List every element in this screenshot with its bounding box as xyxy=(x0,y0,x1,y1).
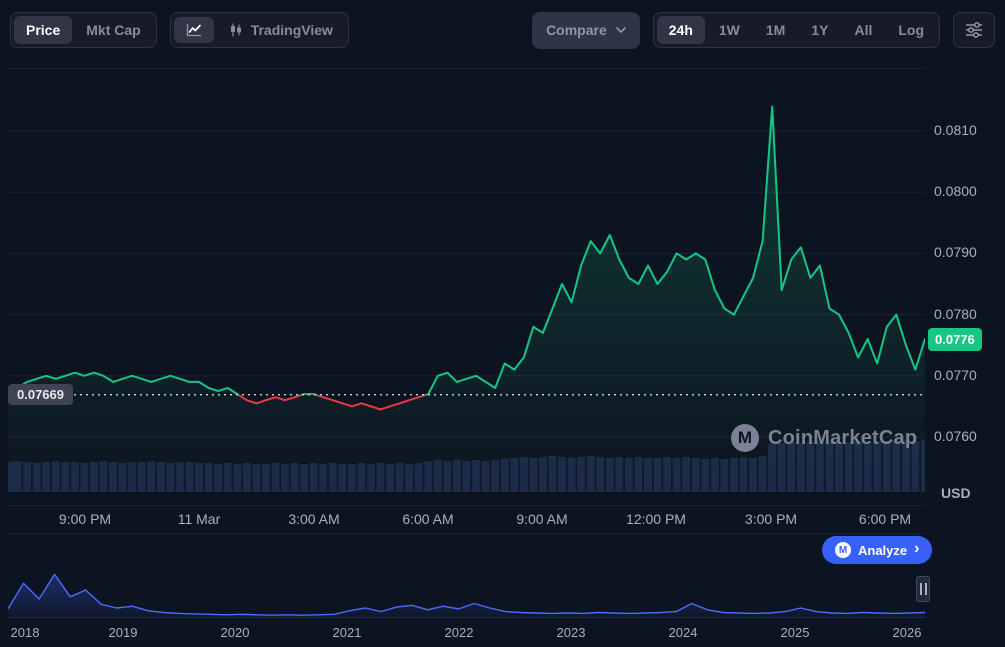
timeframe-1y[interactable]: 1Y xyxy=(799,16,840,45)
year-label: 2025 xyxy=(780,625,810,640)
tradingview-label: TradingView xyxy=(250,21,333,38)
mktcap-tab[interactable]: Mkt Cap xyxy=(74,16,152,45)
compare-button[interactable]: Compare xyxy=(532,11,640,49)
analyze-label: Analyze xyxy=(858,542,908,558)
coinmarketcap-logo-icon: M xyxy=(731,424,759,452)
candlestick-icon xyxy=(228,22,244,38)
y-axis-label: 0.0780 xyxy=(934,306,977,322)
y-axis-label: 0.0810 xyxy=(934,122,977,138)
x-axis-label: 9:00 PM xyxy=(58,511,112,527)
analyze-button[interactable]: M Analyze › xyxy=(822,536,933,564)
analyze-logo-icon: M xyxy=(835,542,851,558)
line-chart-icon xyxy=(186,23,202,37)
x-axis-label: 9:00 AM xyxy=(516,511,568,527)
x-axis-label: 6:00 AM xyxy=(402,511,454,527)
current-price-badge: 0.0776 xyxy=(928,328,982,351)
line-chart-button[interactable] xyxy=(173,16,214,43)
timeframe-1m[interactable]: 1M xyxy=(754,16,797,45)
x-axis-label: 6:00 PM xyxy=(858,511,912,527)
y-axis-label: 0.0790 xyxy=(934,244,977,260)
chart-toolbar: Price Mkt Cap TradingView Comp xyxy=(10,10,995,50)
chart-type-toggle: TradingView xyxy=(169,11,349,49)
sliders-icon xyxy=(957,16,991,44)
price-tab[interactable]: Price xyxy=(14,15,73,45)
year-label: 2022 xyxy=(444,625,474,640)
toolbar-left: Price Mkt Cap TradingView xyxy=(10,11,349,49)
year-label: 2019 xyxy=(108,625,138,640)
toolbar-right: Compare 24h 1W 1M 1Y All Log xyxy=(532,11,995,49)
x-axis-label: 3:00 AM xyxy=(288,511,340,527)
y-axis-label: 0.0800 xyxy=(934,183,977,199)
year-label: 2024 xyxy=(668,625,698,640)
year-label: 2023 xyxy=(556,625,586,640)
year-label: 2020 xyxy=(220,625,250,640)
x-axis-label: 3:00 PM xyxy=(744,511,798,527)
price-area xyxy=(8,106,925,492)
divider-line xyxy=(8,505,925,506)
chevron-right-icon: › xyxy=(914,540,920,557)
y-axis-unit-label: USD xyxy=(941,485,971,501)
y-axis-label: 0.0760 xyxy=(934,428,977,444)
price-mktcap-toggle: Price Mkt Cap xyxy=(10,11,157,49)
y-axis-label: 0.0770 xyxy=(934,367,977,383)
timeframe-all[interactable]: All xyxy=(842,16,884,45)
chart-settings-button[interactable] xyxy=(953,12,995,48)
timeframe-24h[interactable]: 24h xyxy=(656,15,705,45)
navigator-line xyxy=(8,573,925,616)
chevron-down-icon xyxy=(615,27,626,33)
timeframe-log[interactable]: Log xyxy=(886,16,936,45)
year-label: 2026 xyxy=(892,625,922,640)
x-axis-label: 11 Mar xyxy=(177,511,221,527)
x-axis-label: 12:00 PM xyxy=(626,511,686,527)
divider-line xyxy=(8,533,925,534)
range-navigator-svg[interactable] xyxy=(8,568,925,620)
year-label: 2018 xyxy=(10,625,40,640)
reference-price-badge: 0.07669 xyxy=(8,384,73,405)
timeframe-group: 24h 1W 1M 1Y All Log xyxy=(652,11,940,49)
watermark: M CoinMarketCap xyxy=(731,424,917,452)
price-line-up xyxy=(8,105,925,395)
watermark-text: CoinMarketCap xyxy=(768,426,918,449)
timeframe-1w[interactable]: 1W xyxy=(707,16,752,45)
navigator-area xyxy=(8,574,925,617)
navigator-handle[interactable] xyxy=(916,576,930,602)
year-label: 2021 xyxy=(332,625,362,640)
price-chart-svg[interactable] xyxy=(8,68,925,492)
compare-label: Compare xyxy=(546,22,607,38)
tradingview-button[interactable]: TradingView xyxy=(216,16,345,45)
